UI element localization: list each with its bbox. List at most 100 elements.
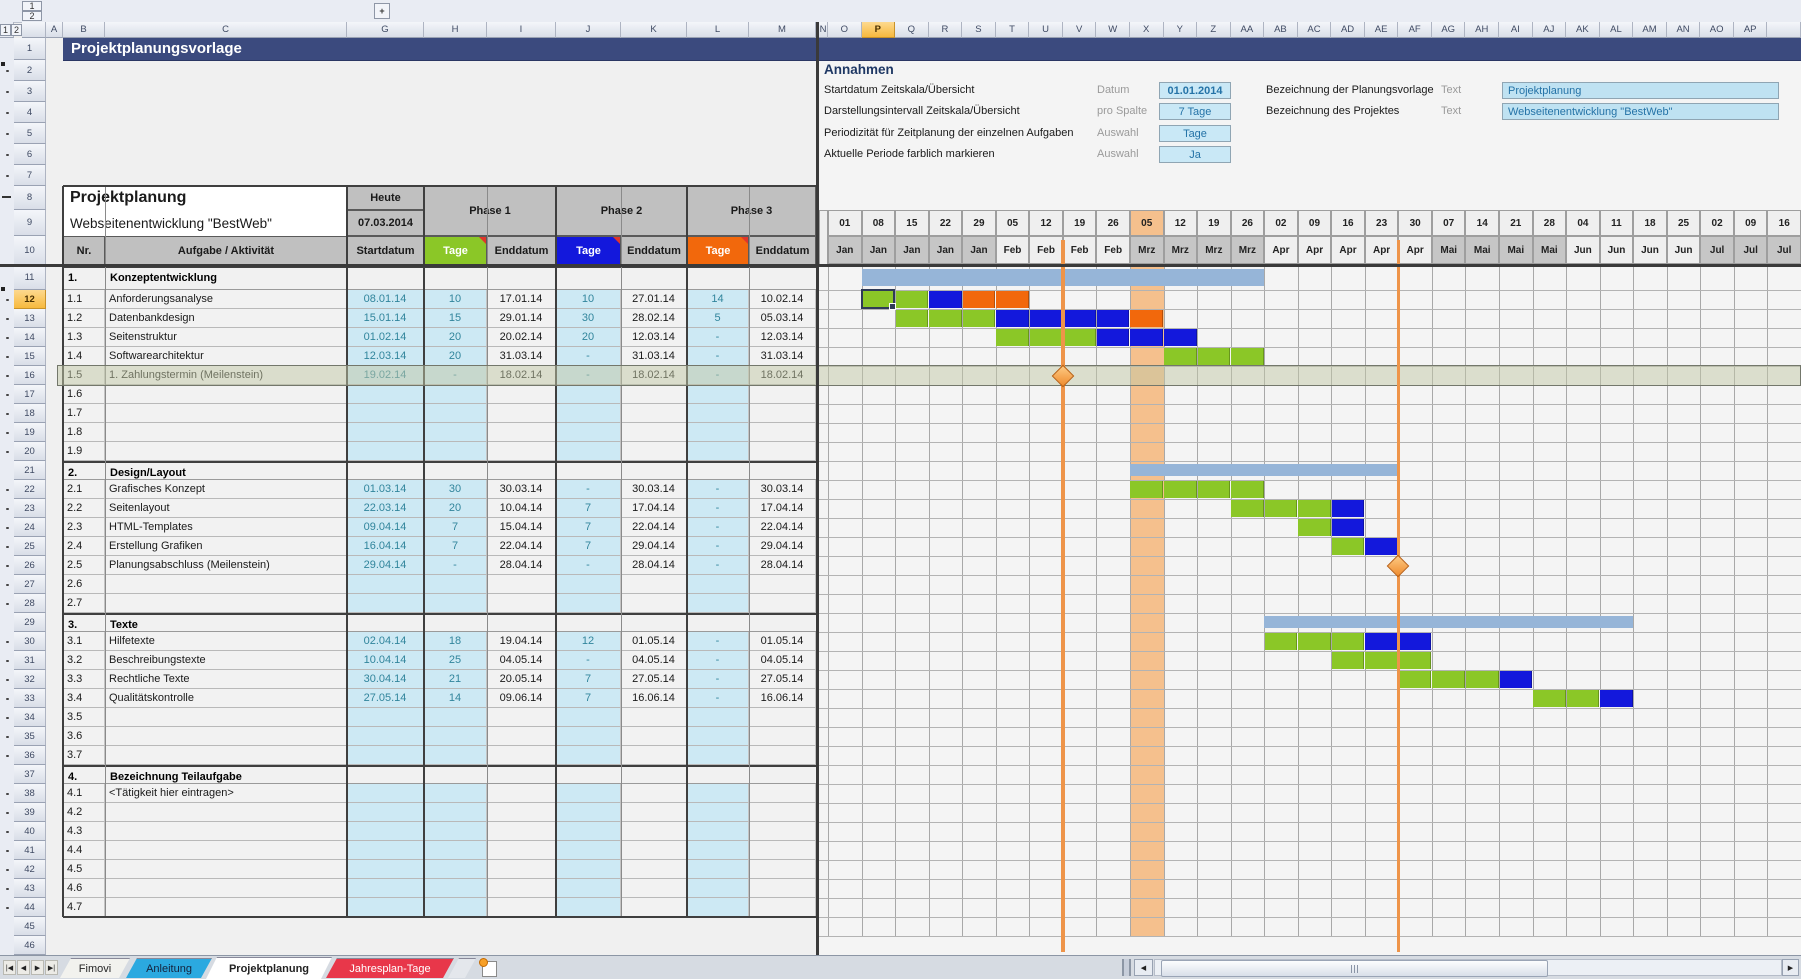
column-header-AA[interactable]: AA: [1230, 22, 1265, 38]
cell-G43[interactable]: [347, 879, 424, 898]
cell-M26[interactable]: 28.04.14: [749, 556, 816, 575]
cell-B20[interactable]: 1.9: [63, 442, 105, 461]
cell-C12[interactable]: Anforderungsanalyse: [105, 290, 347, 309]
cell-L33[interactable]: -: [687, 689, 749, 708]
cell-H35[interactable]: [424, 727, 487, 746]
cell-G23[interactable]: 22.03.14: [347, 499, 424, 518]
cell-J17[interactable]: [556, 385, 621, 404]
cell-B22[interactable]: 2.1: [63, 480, 105, 499]
gantt-month-header-20[interactable]: Mai: [1465, 236, 1500, 264]
cell-J31[interactable]: -: [556, 651, 621, 670]
row-header-28[interactable]: 28: [14, 594, 46, 613]
cell-H38[interactable]: [424, 784, 487, 803]
cell-J39[interactable]: [556, 803, 621, 822]
cell-H23[interactable]: 20: [424, 499, 487, 518]
cell-M28[interactable]: [749, 594, 816, 613]
cell-K43[interactable]: [621, 879, 687, 898]
cell-M42[interactable]: [749, 860, 816, 879]
gantt-month-header-10[interactable]: Mrz: [1129, 236, 1164, 264]
cell-K31[interactable]: 04.05.14: [621, 651, 687, 670]
gantt-month-header-14[interactable]: Apr: [1264, 236, 1298, 264]
cell-M34[interactable]: [749, 708, 816, 727]
cell-G26[interactable]: 29.04.14: [347, 556, 424, 575]
cell-H33[interactable]: 14: [424, 689, 487, 708]
column-header-AB[interactable]: AB: [1264, 22, 1298, 38]
cell-M20[interactable]: [749, 442, 816, 461]
row-header-3[interactable]: 3: [14, 81, 46, 102]
sheet-tab-anleitung[interactable]: Anleitung: [126, 958, 212, 978]
cell-M39[interactable]: [749, 803, 816, 822]
cell-L38[interactable]: [687, 784, 749, 803]
cell-B32[interactable]: 3.3: [63, 670, 105, 689]
assumption-value-markieren[interactable]: Ja: [1159, 146, 1231, 163]
cell-G40[interactable]: [347, 822, 424, 841]
cell-J15[interactable]: -: [556, 347, 621, 366]
cell-H36[interactable]: [424, 746, 487, 765]
column-header-N[interactable]: N: [819, 22, 828, 38]
cell-G41[interactable]: [347, 841, 424, 860]
row-header-43[interactable]: 43: [14, 879, 46, 898]
cell-G42[interactable]: [347, 860, 424, 879]
column-header-V[interactable]: V: [1062, 22, 1097, 38]
column-header-W[interactable]: W: [1096, 22, 1130, 38]
cell-K30[interactable]: 01.05.14: [621, 632, 687, 651]
cell-I40[interactable]: [487, 822, 556, 841]
gantt-day-header-02-Apr[interactable]: 02: [1264, 210, 1298, 236]
horizontal-scrollbar-thumb[interactable]: [1161, 960, 1548, 977]
cell-B18[interactable]: 1.7: [63, 404, 105, 423]
cell-L34[interactable]: [687, 708, 749, 727]
column-header-B[interactable]: B: [63, 22, 105, 38]
cell-C14[interactable]: Seitenstruktur: [105, 328, 347, 347]
row-header-30[interactable]: 30: [14, 632, 46, 651]
cell-M25[interactable]: 29.04.14: [749, 537, 816, 556]
row-header-39[interactable]: 39: [14, 803, 46, 822]
cell-M18[interactable]: [749, 404, 816, 423]
cell-L43[interactable]: [687, 879, 749, 898]
cell-M36[interactable]: [749, 746, 816, 765]
cell-C24[interactable]: HTML-Templates: [105, 518, 347, 537]
column-header-Z[interactable]: Z: [1197, 22, 1231, 38]
gantt-day-header-26-Mrz[interactable]: 26: [1230, 210, 1265, 236]
cell-I43[interactable]: [487, 879, 556, 898]
cell-C42[interactable]: [105, 860, 347, 879]
column-header-X[interactable]: X: [1129, 22, 1164, 38]
gantt-day-header-05-Mrz[interactable]: 05: [1129, 210, 1164, 236]
cell-J30[interactable]: 12: [556, 632, 621, 651]
cell-H34[interactable]: [424, 708, 487, 727]
gantt-month-header-23[interactable]: Jun: [1566, 236, 1600, 264]
cell-I17[interactable]: [487, 385, 556, 404]
row-header-4[interactable]: 4: [14, 102, 46, 123]
cell-K27[interactable]: [621, 575, 687, 594]
cell-L42[interactable]: [687, 860, 749, 879]
cell-L20[interactable]: [687, 442, 749, 461]
cell-G34[interactable]: [347, 708, 424, 727]
col-header-startdatum[interactable]: Startdatum: [347, 236, 424, 265]
cell-J26[interactable]: -: [556, 556, 621, 575]
gantt-day-header-16-Apr[interactable]: 16: [1331, 210, 1365, 236]
cell-B12[interactable]: 1.1: [63, 290, 105, 309]
column-header-Y[interactable]: Y: [1163, 22, 1198, 38]
cell-B38[interactable]: 4.1: [63, 784, 105, 803]
cell-L44[interactable]: [687, 898, 749, 917]
cell-J44[interactable]: [556, 898, 621, 917]
row-header-31[interactable]: 31: [14, 651, 46, 670]
cell-K12[interactable]: 27.01.14: [621, 290, 687, 309]
cell-K23[interactable]: 17.04.14: [621, 499, 687, 518]
cell-B30[interactable]: 3.1: [63, 632, 105, 651]
cell-C33[interactable]: Qualitätskontrolle: [105, 689, 347, 708]
cell-M19[interactable]: [749, 423, 816, 442]
cell-I30[interactable]: 19.04.14: [487, 632, 556, 651]
gantt-month-header-26[interactable]: Jun: [1666, 236, 1701, 264]
column-header-H[interactable]: H: [424, 22, 487, 38]
cell-C44[interactable]: [105, 898, 347, 917]
cell-J22[interactable]: -: [556, 480, 621, 499]
sheet-tab-fimovi[interactable]: Fimovi: [60, 958, 130, 978]
cell-G35[interactable]: [347, 727, 424, 746]
cell-G31[interactable]: 10.04.14: [347, 651, 424, 670]
cell-J12[interactable]: 10: [556, 290, 621, 309]
cell-L39[interactable]: [687, 803, 749, 822]
cell-J41[interactable]: [556, 841, 621, 860]
cell-G12[interactable]: 08.01.14: [347, 290, 424, 309]
cell-J40[interactable]: [556, 822, 621, 841]
cell-H13[interactable]: 15: [424, 309, 487, 328]
